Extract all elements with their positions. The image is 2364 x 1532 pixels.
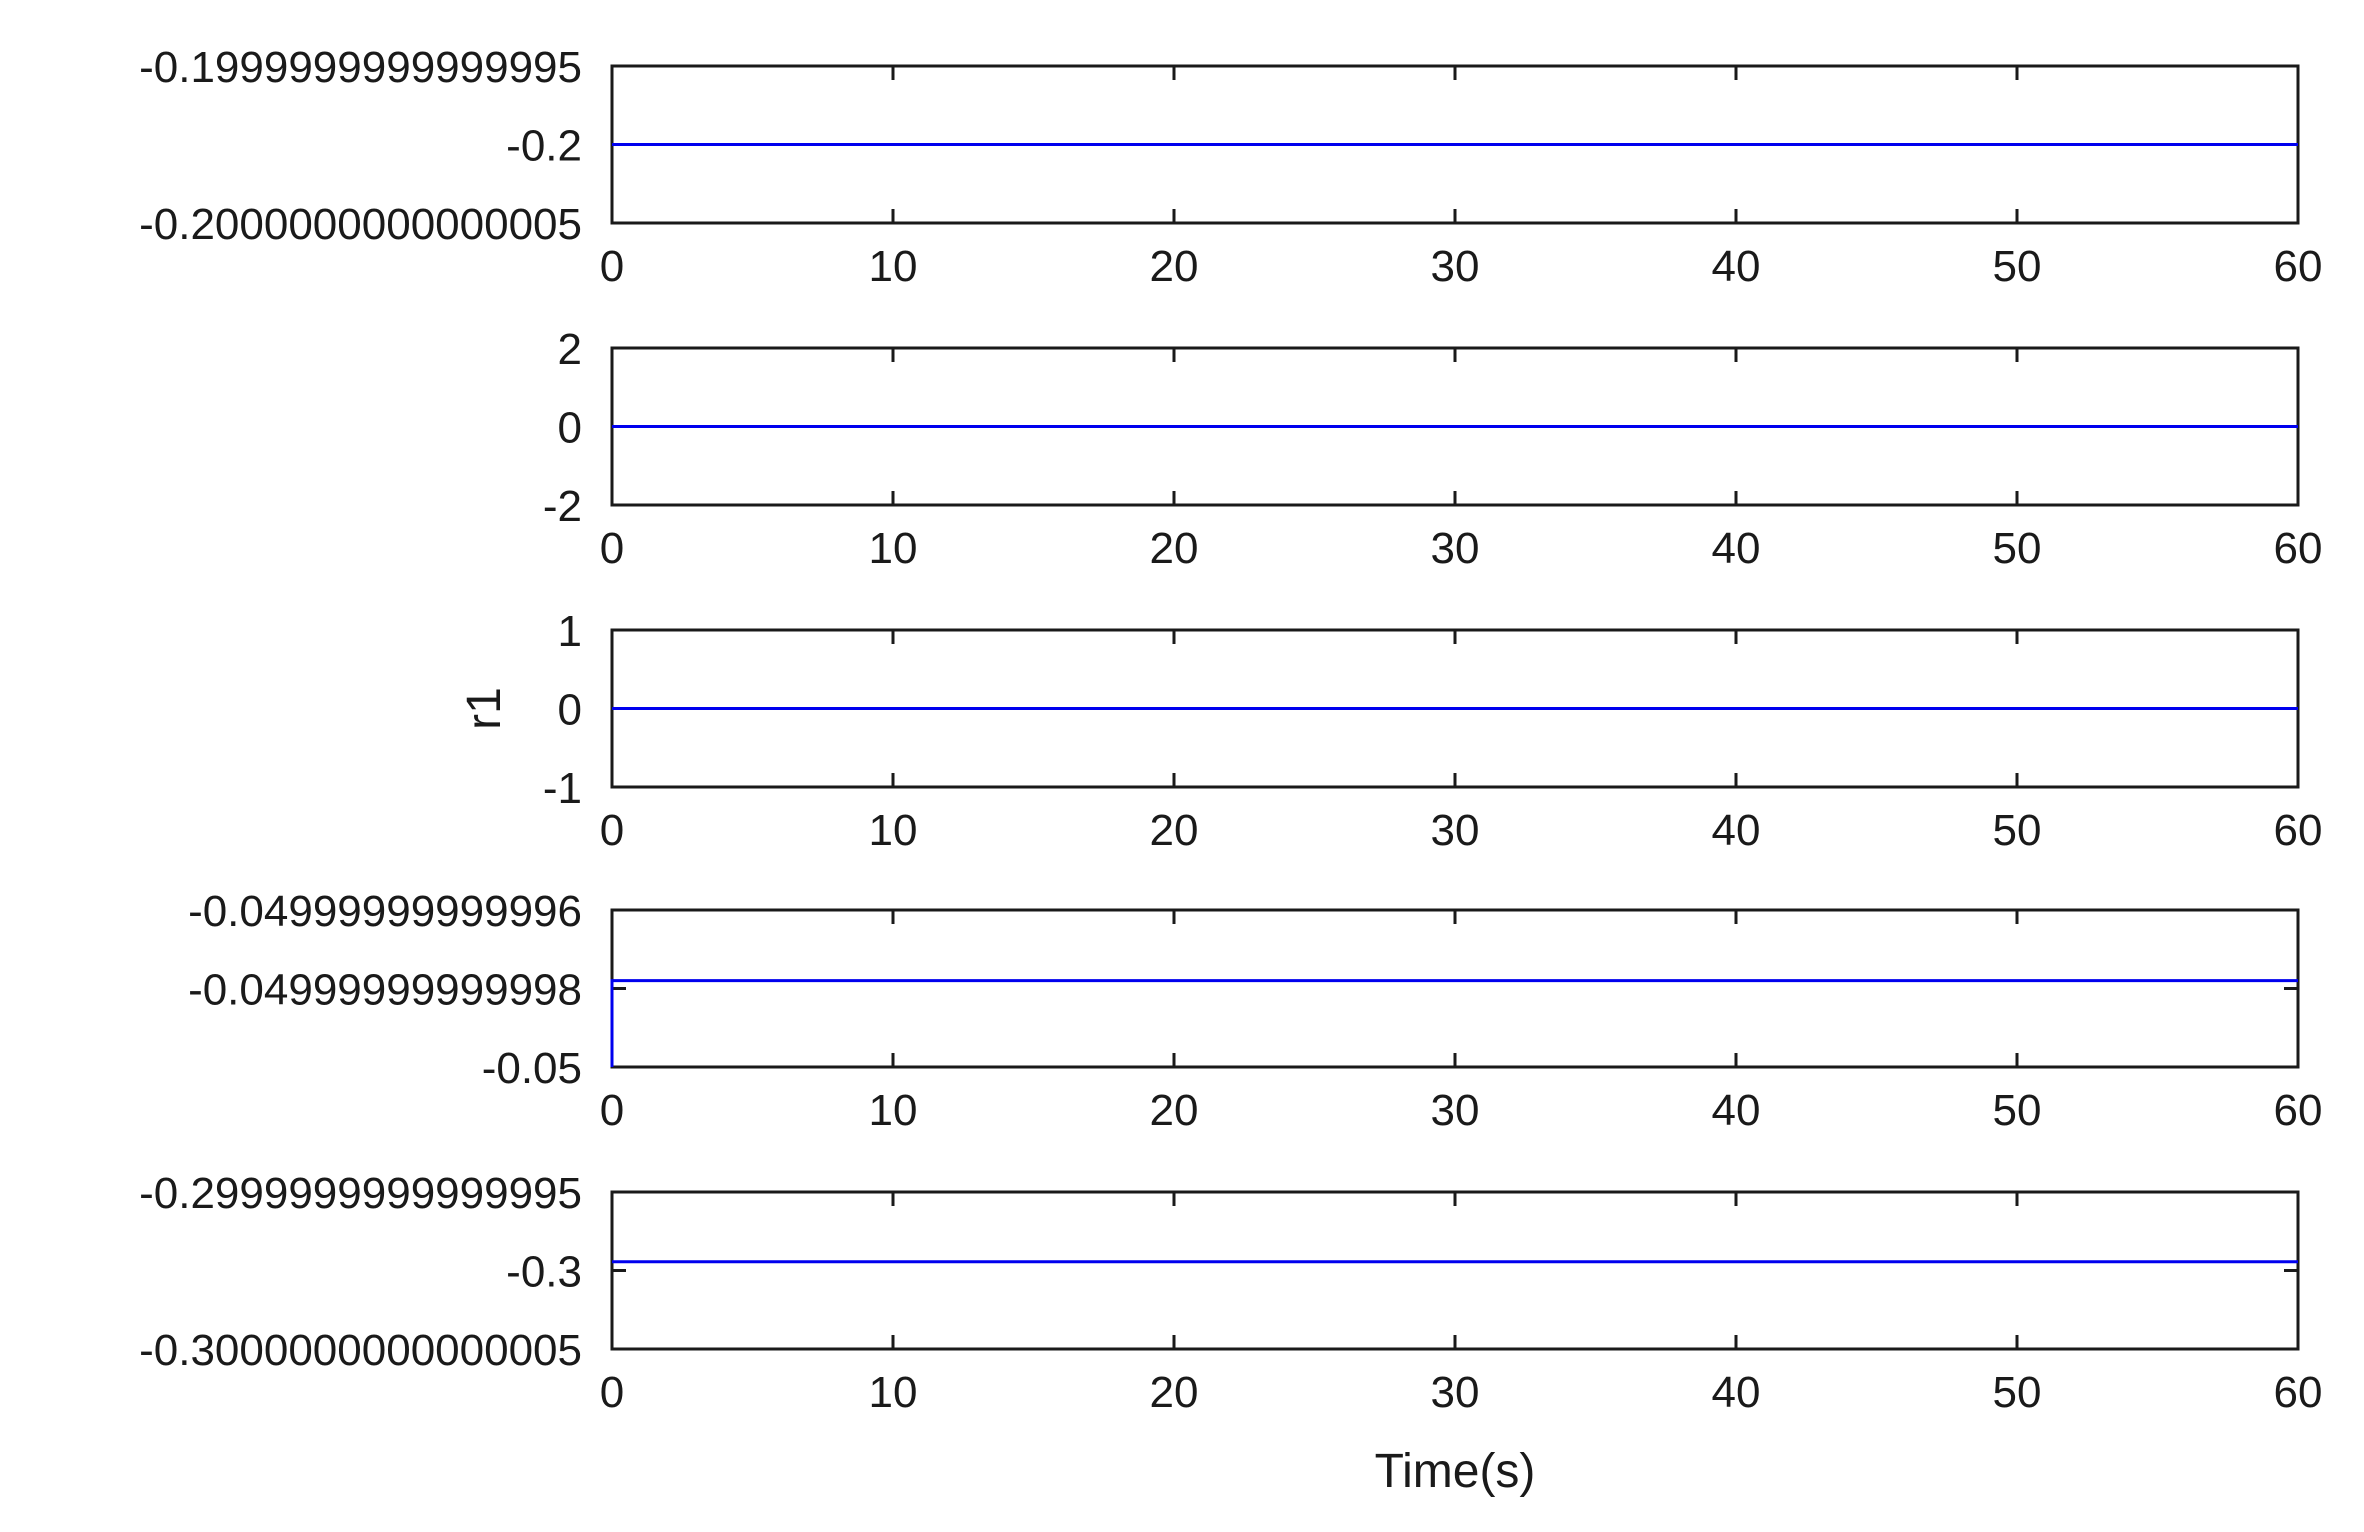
x-tick-label: 0 — [600, 1368, 624, 1417]
y-axis-label: r1 — [458, 687, 511, 730]
y-tick-label: -0.05 — [482, 1044, 582, 1093]
x-tick-label: 0 — [600, 524, 624, 573]
x-tick-label: 40 — [1712, 1086, 1761, 1135]
x-tick-label: 20 — [1150, 524, 1199, 573]
x-tick-label: 10 — [869, 1368, 918, 1417]
y-tick-label: -1 — [543, 764, 582, 813]
x-tick-label: 20 — [1150, 1086, 1199, 1135]
y-tick-label: -0.3 — [506, 1248, 582, 1297]
y-tick-label: 1 — [558, 607, 582, 656]
x-tick-label: 40 — [1712, 1368, 1761, 1417]
x-tick-label: 30 — [1431, 524, 1480, 573]
subplot-4: 0 10 20 30 40 50 60 -0.04999999999996 -0.0499999… — [188, 887, 2322, 1135]
y-tick-label: -2 — [543, 482, 582, 531]
x-tick-label: 0 — [600, 242, 624, 291]
x-tick-label: 60 — [2274, 242, 2323, 291]
x-tick-label: 10 — [869, 806, 918, 855]
x-tick-label: 50 — [1993, 242, 2042, 291]
x-tick-label: 10 — [869, 1086, 918, 1135]
subplot-5: 0 10 20 30 40 50 60 -0.2999999999999995 -0.3 -0.3… — [139, 1169, 2322, 1498]
y-tick-label: -0.2 — [506, 122, 582, 171]
x-tick-label: 10 — [869, 242, 918, 291]
x-tick-label: 50 — [1993, 524, 2042, 573]
x-tick-label: 0 — [600, 1086, 624, 1135]
plot-frame — [610, 908, 2300, 1069]
y-tick-label: 0 — [558, 404, 582, 453]
x-tick-label: 20 — [1150, 1368, 1199, 1417]
y-tick-label: -0.1999999999999995 — [139, 43, 582, 92]
x-tick-label: 60 — [2274, 524, 2323, 573]
x-tick-label: 50 — [1993, 806, 2042, 855]
x-tick-label: 40 — [1712, 806, 1761, 855]
y-tick-label: -0.2999999999999995 — [139, 1169, 582, 1218]
y-tick-label: -0.04999999999998 — [188, 965, 582, 1014]
subplot-1: 0 10 20 30 40 50 60 -0.1999999999999995 -0.2 -0.2… — [139, 43, 2322, 291]
x-tick-label: 0 — [600, 806, 624, 855]
x-tick-label: 10 — [869, 524, 918, 573]
x-tick-label: 30 — [1431, 806, 1480, 855]
x-tick-label: 20 — [1150, 242, 1199, 291]
x-tick-label: 60 — [2274, 1086, 2323, 1135]
x-tick-label: 30 — [1431, 1368, 1480, 1417]
y-tick-label: -0.04999999999996 — [188, 887, 582, 936]
x-tick-label: 40 — [1712, 242, 1761, 291]
x-tick-label: 60 — [2274, 806, 2323, 855]
x-tick-label: 60 — [2274, 1368, 2323, 1417]
x-tick-label: 50 — [1993, 1368, 2042, 1417]
y-tick-label: 2 — [558, 325, 582, 374]
x-axis-label: Time(s) — [1375, 1445, 1536, 1498]
y-tick-label: -0.3000000000000005 — [139, 1326, 582, 1375]
y-tick-label: -0.2000000000000005 — [139, 200, 582, 249]
x-tick-label: 50 — [1993, 1086, 2042, 1135]
series-line-1 — [610, 979, 2298, 1067]
x-tick-label: 30 — [1431, 1086, 1480, 1135]
y-tick-label: 0 — [558, 686, 582, 735]
x-tick-label: 40 — [1712, 524, 1761, 573]
x-tick-label: 30 — [1431, 242, 1480, 291]
x-tick-label: 20 — [1150, 806, 1199, 855]
plot-frame — [610, 1190, 2300, 1351]
